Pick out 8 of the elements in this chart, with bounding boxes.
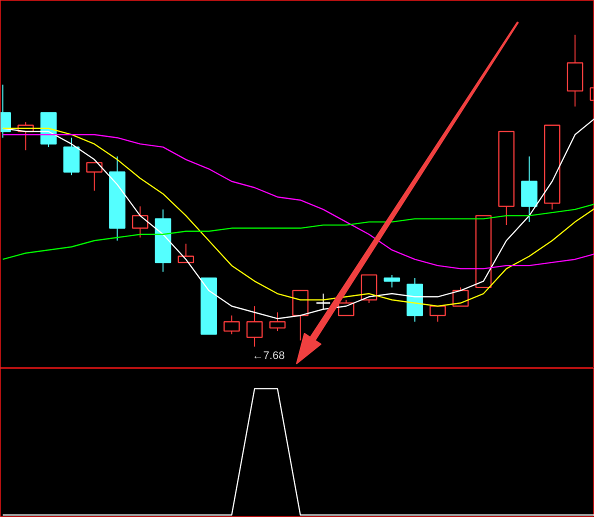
candlestick — [246, 306, 263, 348]
candlestick — [154, 208, 172, 272]
candlestick — [566, 34, 584, 108]
candlestick — [521, 156, 538, 222]
candlestick — [109, 156, 126, 242]
candlestick — [132, 206, 148, 238]
candlestick — [316, 293, 331, 310]
text: ←7.68 — [252, 350, 285, 362]
